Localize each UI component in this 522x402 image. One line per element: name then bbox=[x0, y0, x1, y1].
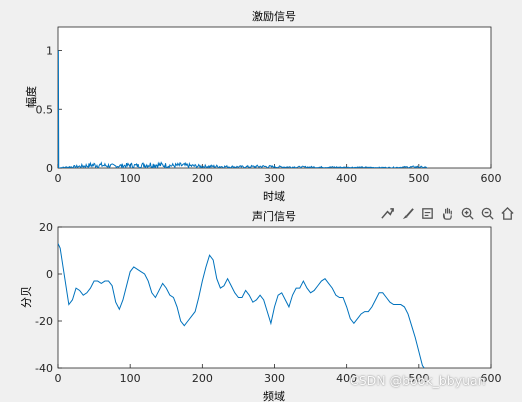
axes-glottal-background bbox=[57, 226, 492, 369]
axes-toolbar bbox=[378, 204, 516, 222]
series-line bbox=[58, 50, 428, 168]
series-line bbox=[58, 243, 425, 368]
x-tick-label: 400 bbox=[336, 372, 357, 385]
y-tick-label: 0 bbox=[46, 268, 53, 281]
x-tick-label: 0 bbox=[55, 172, 62, 185]
y-tick-label: 20 bbox=[39, 221, 53, 234]
y-tick-label: 0.5 bbox=[36, 103, 54, 116]
home-icon bbox=[500, 206, 514, 220]
axes-excitation-background bbox=[57, 26, 492, 169]
glottal-xlabel: 频域 bbox=[263, 389, 285, 402]
datatip-icon bbox=[421, 207, 433, 219]
x-tick-label: 100 bbox=[120, 172, 141, 185]
brush-button[interactable] bbox=[398, 204, 416, 222]
x-tick-label: 200 bbox=[192, 172, 213, 185]
excitation-ylabel: 幅度 bbox=[24, 86, 38, 108]
zoom-out-button[interactable] bbox=[478, 204, 496, 222]
zoom-in-icon bbox=[461, 207, 474, 220]
x-tick-label: 500 bbox=[408, 372, 429, 385]
glottal-title: 声门信号 bbox=[252, 209, 296, 223]
brush-icon bbox=[402, 207, 414, 219]
x-tick-label: 600 bbox=[481, 172, 502, 185]
axes-excitation-signal[interactable]: 0 100 200 300 400 500 600 0 0.5 1 激励信号 时域 幅度 bbox=[24, 9, 502, 203]
zoom-in-button[interactable] bbox=[458, 204, 476, 222]
watermark: CSDN @book_bbyuan bbox=[350, 373, 486, 388]
export-button[interactable] bbox=[378, 204, 396, 222]
y-tick-label: -40 bbox=[35, 362, 53, 375]
pan-button[interactable] bbox=[438, 204, 456, 222]
axes-glottal-signal[interactable]: 0 100 200 300 400 500 600 -40 -20 0 20 声门信号 频域 分贝 bbox=[20, 209, 502, 402]
x-tick-label: 100 bbox=[120, 372, 141, 385]
x-tick-label: 300 bbox=[264, 172, 285, 185]
x-tick-label: 500 bbox=[408, 172, 429, 185]
y-tick-label: 0 bbox=[46, 162, 53, 175]
x-tick-label: 400 bbox=[336, 172, 357, 185]
zoom-out-icon bbox=[481, 207, 494, 220]
export-icon bbox=[380, 207, 394, 219]
x-tick-label: 300 bbox=[264, 372, 285, 385]
y-tick-label: 1 bbox=[46, 45, 53, 58]
y-tick-label: -20 bbox=[35, 315, 53, 328]
excitation-xlabel: 时域 bbox=[263, 190, 285, 203]
x-tick-label: 200 bbox=[192, 372, 213, 385]
pan-icon bbox=[442, 207, 452, 220]
datatip-button[interactable] bbox=[418, 204, 436, 222]
x-tick-label: 0 bbox=[55, 372, 62, 385]
x-tick-label: 600 bbox=[481, 372, 502, 385]
home-button[interactable] bbox=[498, 204, 516, 222]
excitation-title: 激励信号 bbox=[252, 9, 296, 23]
glottal-ylabel: 分贝 bbox=[20, 286, 33, 308]
